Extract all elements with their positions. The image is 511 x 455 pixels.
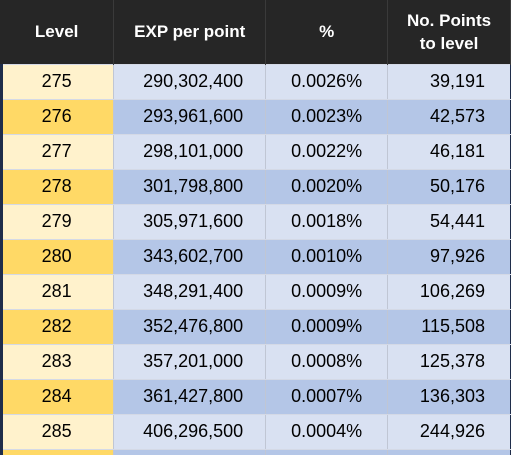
table-row: 283 357,201,000 0.0008% 125,378 bbox=[0, 343, 511, 380]
points-cell[interactable]: 115,508 bbox=[387, 308, 511, 345]
points-cell[interactable]: 54,441 bbox=[387, 203, 511, 240]
table-row: 279 305,971,600 0.0018% 54,441 bbox=[0, 203, 511, 240]
exp-cell[interactable]: 343,602,700 bbox=[113, 238, 267, 275]
level-cell[interactable]: 277 bbox=[0, 133, 115, 170]
header-points-line2: to level bbox=[419, 33, 479, 53]
level-cell[interactable]: 281 bbox=[0, 273, 115, 310]
header-points-line1: No. Points bbox=[407, 10, 492, 30]
header-exp-per-point[interactable]: EXP per point bbox=[113, 0, 267, 64]
percent-cell[interactable]: 0.0023% bbox=[265, 98, 389, 135]
percent-cell[interactable]: 0.0026% bbox=[265, 63, 389, 100]
header-level[interactable]: Level bbox=[0, 0, 115, 64]
points-cell[interactable]: 46,181 bbox=[387, 133, 511, 170]
percent-cell[interactable]: 0.0004% bbox=[265, 413, 389, 450]
table-row: 282 352,476,800 0.0009% 115,508 bbox=[0, 308, 511, 345]
level-cell[interactable]: 280 bbox=[0, 238, 115, 275]
exp-cell[interactable]: 301,798,800 bbox=[113, 168, 267, 205]
level-cell-empty[interactable] bbox=[0, 448, 115, 455]
exp-cell[interactable]: 357,201,000 bbox=[113, 343, 267, 380]
exp-cell[interactable]: 305,971,600 bbox=[113, 203, 267, 240]
table-row: 281 348,291,400 0.0009% 106,269 bbox=[0, 273, 511, 310]
level-cell[interactable]: 285 bbox=[0, 413, 115, 450]
exp-cell[interactable]: 352,476,800 bbox=[113, 308, 267, 345]
points-cell[interactable]: 50,176 bbox=[387, 168, 511, 205]
points-cell[interactable]: 97,926 bbox=[387, 238, 511, 275]
exp-cell[interactable]: 406,296,500 bbox=[113, 413, 267, 450]
level-cell[interactable]: 278 bbox=[0, 168, 115, 205]
points-cell[interactable]: 136,303 bbox=[387, 378, 511, 415]
points-cell[interactable]: 244,926 bbox=[387, 413, 511, 450]
percent-cell-empty[interactable] bbox=[265, 448, 389, 455]
exp-cell-empty[interactable] bbox=[113, 448, 267, 455]
exp-cell[interactable]: 298,101,000 bbox=[113, 133, 267, 170]
level-cell[interactable]: 284 bbox=[0, 378, 115, 415]
table-row: 284 361,427,800 0.0007% 136,303 bbox=[0, 378, 511, 415]
left-border-line bbox=[0, 64, 3, 455]
points-cell[interactable]: 106,269 bbox=[387, 273, 511, 310]
level-cell[interactable]: 276 bbox=[0, 98, 115, 135]
points-cell[interactable]: 125,378 bbox=[387, 343, 511, 380]
exp-cell[interactable]: 348,291,400 bbox=[113, 273, 267, 310]
percent-cell[interactable]: 0.0009% bbox=[265, 273, 389, 310]
percent-cell[interactable]: 0.0018% bbox=[265, 203, 389, 240]
percent-cell[interactable]: 0.0022% bbox=[265, 133, 389, 170]
exp-cell[interactable]: 361,427,800 bbox=[113, 378, 267, 415]
exp-cell[interactable]: 290,302,400 bbox=[113, 63, 267, 100]
exp-cell[interactable]: 293,961,600 bbox=[113, 98, 267, 135]
table-row-partial bbox=[0, 448, 511, 455]
percent-cell[interactable]: 0.0007% bbox=[265, 378, 389, 415]
percent-cell[interactable]: 0.0020% bbox=[265, 168, 389, 205]
table-row: 276 293,961,600 0.0023% 42,573 bbox=[0, 98, 511, 135]
level-cell[interactable]: 283 bbox=[0, 343, 115, 380]
level-cell[interactable]: 279 bbox=[0, 203, 115, 240]
level-cell[interactable]: 282 bbox=[0, 308, 115, 345]
percent-cell[interactable]: 0.0010% bbox=[265, 238, 389, 275]
percent-cell[interactable]: 0.0009% bbox=[265, 308, 389, 345]
level-cell[interactable]: 275 bbox=[0, 63, 115, 100]
header-percent[interactable]: % bbox=[265, 0, 389, 64]
header-row: Level EXP per point % No. Points to level bbox=[0, 0, 511, 64]
table-row: 278 301,798,800 0.0020% 50,176 bbox=[0, 168, 511, 205]
table-row: 285 406,296,500 0.0004% 244,926 bbox=[0, 413, 511, 450]
header-points-to-level[interactable]: No. Points to level bbox=[387, 0, 511, 64]
table-row: 280 343,602,700 0.0010% 97,926 bbox=[0, 238, 511, 275]
table-row: 277 298,101,000 0.0022% 46,181 bbox=[0, 133, 511, 170]
points-cell-empty[interactable] bbox=[387, 448, 511, 455]
table-row: 275 290,302,400 0.0026% 39,191 bbox=[0, 63, 511, 100]
points-cell[interactable]: 39,191 bbox=[387, 63, 511, 100]
points-cell[interactable]: 42,573 bbox=[387, 98, 511, 135]
percent-cell[interactable]: 0.0008% bbox=[265, 343, 389, 380]
